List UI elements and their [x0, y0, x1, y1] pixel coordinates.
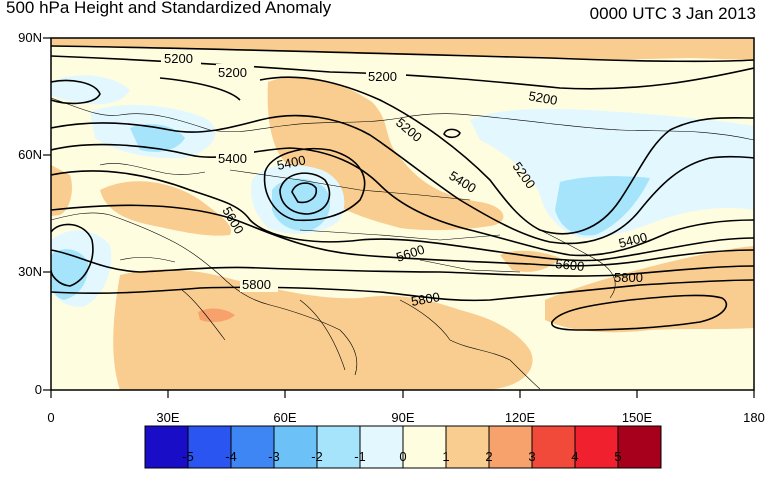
contour-label: 5200	[368, 69, 397, 84]
colorbar-swatch	[187, 425, 232, 469]
anomaly-positive-arabia	[198, 308, 235, 323]
colorbar-swatch	[574, 425, 619, 469]
anomaly-negative-east-asia	[470, 109, 754, 239]
lat-tick-label: 30N	[18, 264, 42, 279]
colorbar-label: -5	[182, 449, 194, 464]
contour-5200-mid	[159, 76, 754, 235]
contour-5800	[51, 279, 754, 302]
lon-tick-label: 150E	[621, 410, 653, 425]
colorbar-swatch	[531, 425, 576, 469]
contour-small-low	[443, 128, 461, 139]
contour-label: 5800	[410, 289, 441, 309]
lon-tick-label: 0	[47, 410, 55, 425]
colorbar-swatch	[230, 425, 275, 469]
colorbar-label: 3	[528, 449, 536, 464]
colorbar-swatch	[488, 425, 533, 469]
contour-5400-ring	[263, 148, 366, 222]
lon-tick-label: 60E	[273, 410, 297, 425]
contour-arctic-low	[51, 79, 101, 105]
contour-label: 5200	[164, 51, 193, 66]
anomaly-strong-negative-europe	[130, 124, 185, 152]
contour-low-inner	[279, 172, 331, 215]
map-title: 500 hPa Height and Standardized Anomaly	[6, 0, 332, 17]
lon-tick-label: 180	[743, 410, 765, 425]
contour-label: 5200	[527, 88, 558, 108]
colorbar-swatch	[316, 425, 361, 469]
lon-tick-label: 30E	[156, 410, 180, 425]
contour-5500	[51, 170, 754, 262]
anomaly-negative-arctic	[51, 75, 130, 105]
contour-low-core	[291, 182, 318, 204]
colorbar-label: 5	[614, 449, 622, 464]
contour-5700	[51, 249, 754, 277]
contour-5300	[51, 114, 754, 245]
colorbar-swatch	[144, 425, 189, 469]
colorbar-label: 1	[442, 449, 450, 464]
anomaly-strong-negative-west-asia	[51, 249, 89, 300]
anomaly-positive-pacific	[545, 246, 754, 333]
anomaly-positive-west-edge	[51, 165, 72, 216]
colorbar-label: -4	[225, 449, 237, 464]
contour-label: 5400	[276, 152, 307, 173]
colorbar-label: -1	[354, 449, 366, 464]
colorbar-label: 4	[571, 449, 579, 464]
colorbar-label: 0	[399, 449, 407, 464]
anomaly-positive-north-band	[51, 38, 754, 60]
contour-label: 5600	[555, 256, 585, 274]
contour-label: 5400	[617, 229, 649, 251]
lat-tick-label: 0	[34, 382, 42, 397]
anomaly-fields	[51, 38, 754, 390]
lat-tick-label: 90N	[18, 30, 42, 45]
lon-tick-label: 120E	[504, 410, 536, 425]
contour-5400	[51, 143, 754, 257]
anomaly-positive-southeast-asia	[430, 341, 520, 388]
contour-5600	[51, 204, 754, 267]
lon-tick-label: 90E	[391, 410, 415, 425]
colorbar-swatch	[402, 425, 447, 469]
colorbar-label: 2	[485, 449, 493, 464]
contour-label: 5800	[614, 270, 643, 285]
anomaly-positive-south-asia	[113, 269, 533, 390]
colorbar	[144, 425, 662, 469]
colorbar-swatch	[617, 425, 662, 469]
height-contours	[51, 45, 754, 331]
contour-5200-north	[51, 45, 754, 63]
colorbar-swatch	[273, 425, 318, 469]
anomaly-positive-west-pacific	[500, 250, 560, 272]
contour-5600-west-cutoff	[51, 223, 94, 287]
map-timestamp: 0000 UTC 3 Jan 2013	[589, 4, 756, 23]
colorbar-swatch	[445, 425, 490, 469]
colorbar-label: -3	[268, 449, 280, 464]
colorbar-label: -2	[311, 449, 323, 464]
colorbar-swatch	[359, 425, 404, 469]
contour-label: 5400	[218, 151, 247, 166]
contour-5800-pacific-high	[551, 294, 728, 331]
contour-label: 5800	[242, 277, 271, 292]
anomaly-positive-europe	[100, 181, 231, 236]
contour-label: 5200	[218, 65, 247, 80]
lat-tick-label: 60N	[18, 147, 42, 162]
coastlines	[51, 97, 754, 390]
axis-ticks	[43, 37, 755, 398]
